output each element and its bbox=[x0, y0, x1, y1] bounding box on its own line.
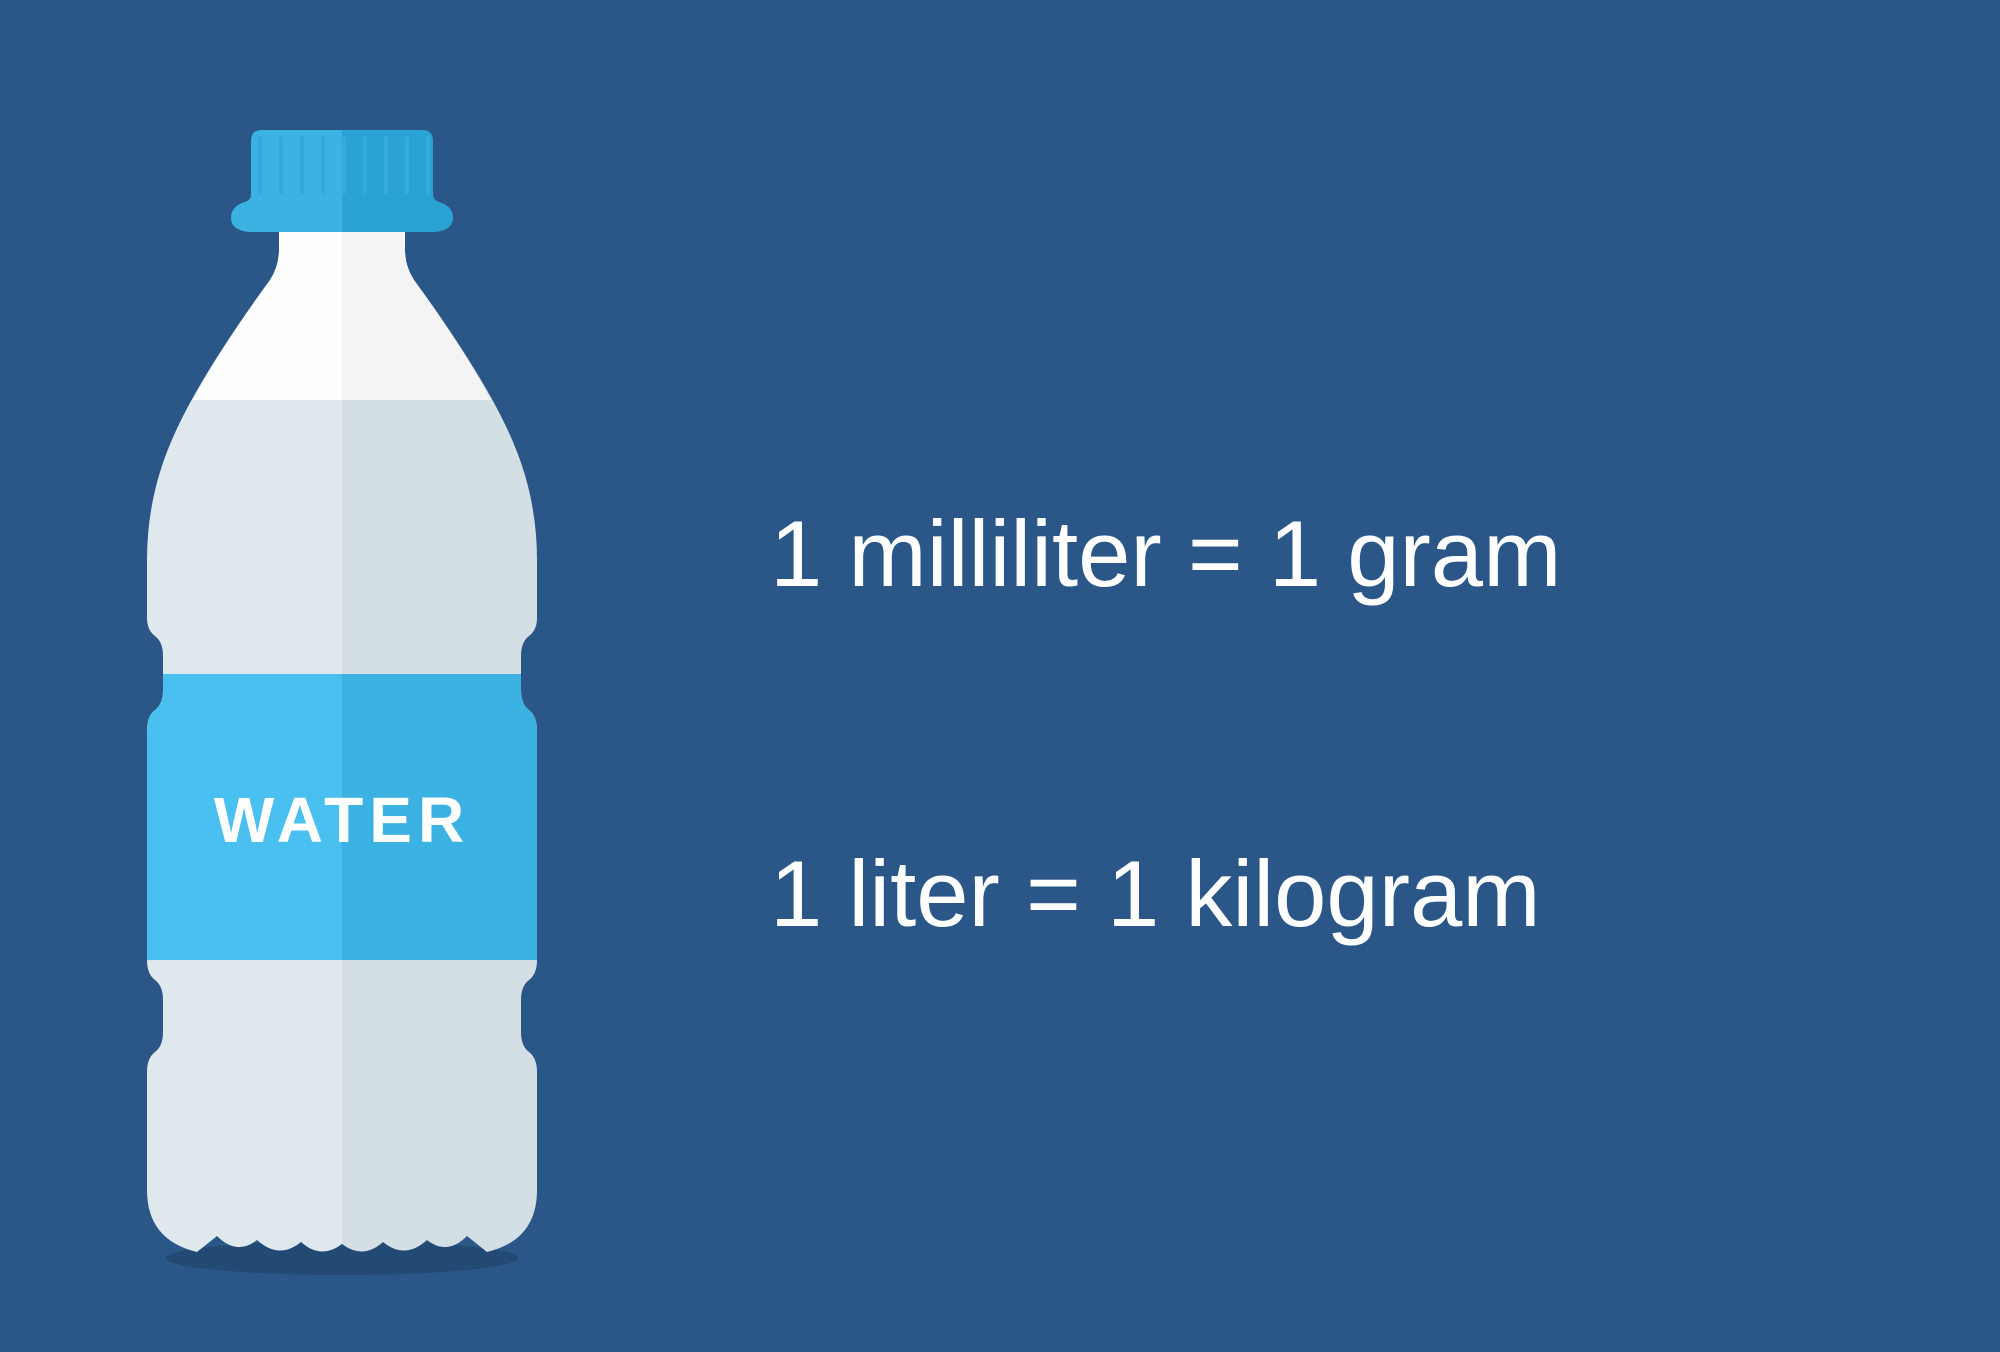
infographic-canvas: WATER 1 milliliter = 1 gram 1 liter = 1 … bbox=[0, 0, 2000, 1352]
bottle-label-text: WATER bbox=[214, 784, 470, 856]
conversion-line-1: 1 milliliter = 1 gram bbox=[770, 500, 1561, 608]
water-bottle-illustration: WATER bbox=[127, 130, 557, 1280]
water-bottle-svg: WATER bbox=[127, 130, 557, 1275]
conversion-line-2: 1 liter = 1 kilogram bbox=[770, 840, 1541, 948]
